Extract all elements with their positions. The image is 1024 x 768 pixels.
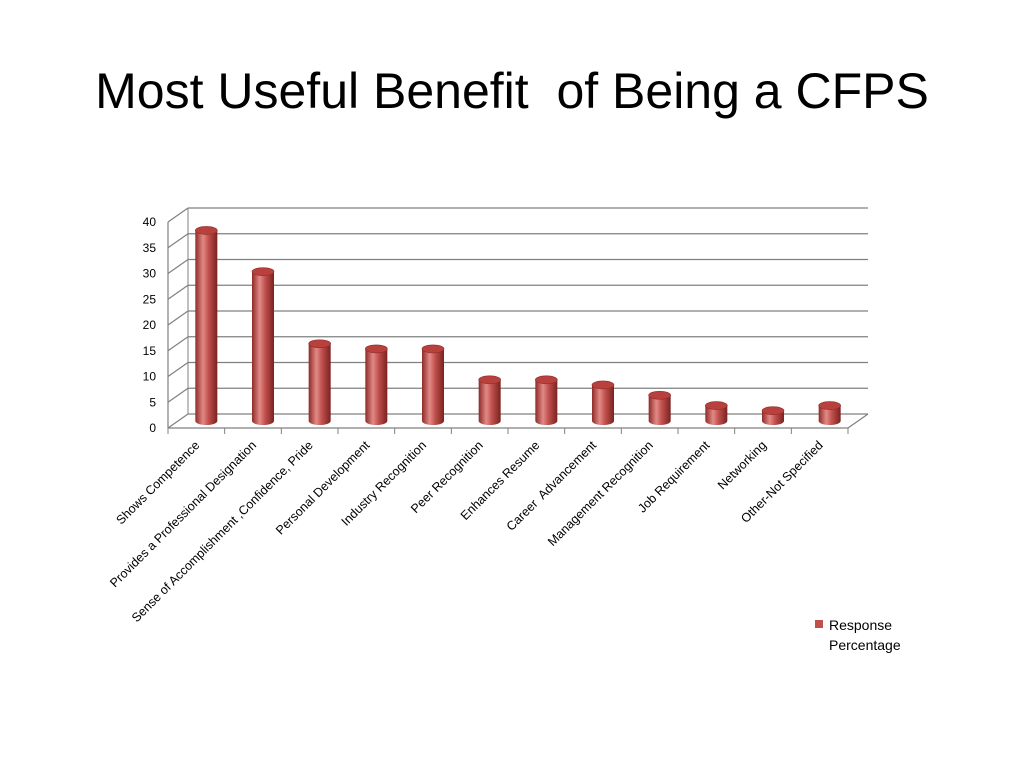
bar-body [422, 348, 444, 425]
bar-top [478, 375, 501, 385]
gridline-depth [167, 336, 189, 352]
gridline-depth [167, 413, 189, 429]
floor-right-edge [847, 413, 869, 429]
bar-top [365, 344, 388, 354]
chart-bars [195, 226, 841, 425]
bar-top [818, 401, 841, 410]
bar-top [648, 390, 671, 400]
y-tick-label: 30 [143, 267, 157, 281]
gridline-depth [167, 310, 189, 326]
slide-title: Most Useful Benefit of Being a CFPS [95, 63, 929, 119]
gridline-depth [167, 362, 189, 377]
chart-legend: Response Percentage [815, 615, 919, 655]
x-category-label: Personal Development [273, 438, 373, 538]
bar-top [421, 344, 445, 354]
bar-top [195, 226, 218, 235]
bar-body [818, 405, 841, 425]
y-tick-label: 0 [149, 421, 156, 435]
bar-body [195, 230, 218, 425]
bar-body [252, 271, 274, 425]
gridline-depth [167, 207, 189, 223]
bar [308, 339, 331, 425]
y-tick-label: 5 [149, 395, 156, 409]
gridline-depth [167, 259, 189, 274]
bar [761, 406, 785, 425]
y-axis-ticks: 0 5 10 15 20 25 30 35 40 [143, 215, 157, 435]
bar [251, 267, 275, 425]
gridline-depth [167, 284, 189, 300]
bar-top [761, 406, 785, 416]
gridline-depth [167, 233, 189, 249]
bar-top [705, 401, 728, 410]
y-tick-label: 40 [143, 215, 157, 229]
y-tick-label: 25 [143, 292, 157, 306]
bar [195, 226, 218, 425]
y-tick-label: 20 [143, 318, 157, 332]
bar-top [251, 267, 275, 276]
bar-top [535, 375, 558, 385]
bar-top [308, 339, 331, 349]
y-tick-label: 10 [143, 370, 157, 384]
bar [421, 344, 445, 425]
bar-body [592, 384, 614, 425]
x-category-label: Networking [715, 438, 769, 492]
bar-body [365, 348, 388, 425]
bar [591, 380, 615, 425]
bar-body [535, 379, 558, 425]
legend-label: Response Percentage [829, 617, 901, 653]
bar-body [478, 379, 501, 425]
bar [478, 375, 501, 425]
bar-body [308, 343, 331, 425]
bar [535, 375, 558, 425]
bar [648, 390, 671, 425]
bar-top [591, 380, 615, 390]
y-tick-label: 35 [143, 241, 157, 255]
bar-body [705, 405, 728, 425]
legend-swatch [815, 620, 823, 628]
bar-body [648, 395, 671, 425]
bar [365, 344, 388, 425]
x-category-label: Management Recognition [545, 438, 656, 549]
gridline-depth [167, 387, 189, 403]
bar [705, 401, 728, 425]
bar [818, 401, 841, 425]
y-tick-label: 15 [143, 344, 157, 358]
chart-gridlines [167, 207, 869, 434]
